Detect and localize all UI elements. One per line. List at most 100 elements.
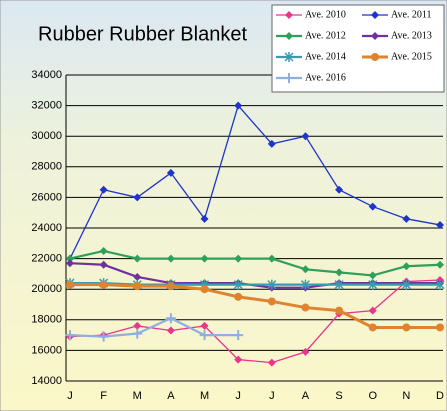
marker — [267, 279, 277, 290]
series-line — [69, 279, 441, 364]
x-tick-label: J — [235, 390, 241, 402]
legend-label: Ave. 2010 — [305, 9, 346, 20]
marker — [371, 11, 379, 19]
marker — [99, 185, 108, 194]
marker — [133, 282, 142, 291]
marker — [267, 297, 276, 306]
marker — [99, 260, 108, 269]
marker — [301, 265, 310, 274]
y-tick-label: 30000 — [31, 130, 62, 142]
y-tick-label: 16000 — [31, 344, 62, 356]
marker — [65, 330, 75, 341]
marker — [436, 260, 444, 269]
marker — [371, 32, 379, 40]
marker — [368, 323, 377, 332]
marker — [371, 53, 379, 61]
marker — [166, 168, 175, 177]
legend-label: Ave. 2014 — [305, 51, 346, 62]
y-tick-label: 26000 — [31, 191, 62, 203]
marker — [200, 321, 209, 330]
x-tick-label: A — [302, 390, 310, 402]
marker — [234, 355, 243, 364]
series-line — [69, 317, 239, 338]
marker — [233, 279, 243, 290]
y-tick-label: 18000 — [31, 314, 62, 326]
legend-label: Ave. 2011 — [391, 9, 432, 20]
marker — [66, 280, 74, 289]
marker — [335, 185, 344, 194]
x-tick-label: J — [67, 390, 73, 402]
marker — [166, 326, 175, 335]
marker — [66, 254, 74, 263]
marker — [234, 292, 243, 301]
y-tick-label: 22000 — [31, 253, 62, 265]
y-tick-label: 24000 — [31, 222, 62, 234]
marker — [200, 254, 209, 263]
series-line — [70, 281, 440, 286]
marker — [166, 282, 175, 291]
marker — [301, 132, 310, 141]
marker — [284, 52, 294, 62]
marker — [165, 313, 176, 324]
y-tick-label: 14000 — [31, 375, 62, 387]
series-line — [69, 249, 441, 277]
y-tick-label: 28000 — [31, 161, 62, 173]
marker — [301, 303, 310, 312]
marker — [133, 193, 142, 202]
marker — [200, 285, 209, 294]
marker — [335, 306, 344, 315]
marker — [300, 279, 310, 290]
marker — [133, 321, 142, 330]
marker — [200, 214, 209, 223]
marker — [301, 347, 310, 356]
marker — [401, 279, 411, 290]
marker — [99, 246, 108, 255]
marker — [98, 331, 109, 342]
marker — [435, 279, 445, 290]
marker — [267, 358, 276, 367]
x-tick-label: D — [436, 390, 444, 402]
legend-label: Ave. 2013 — [391, 30, 432, 41]
marker — [285, 11, 293, 19]
x-tick-label: N — [402, 390, 410, 402]
marker — [436, 323, 444, 332]
y-tick-label: 34000 — [31, 69, 62, 81]
series-line — [69, 104, 441, 259]
marker — [402, 262, 411, 271]
marker — [166, 254, 175, 263]
marker — [199, 330, 210, 341]
marker — [284, 73, 294, 83]
legend-label: Ave. 2015 — [391, 51, 432, 62]
x-tick-label: M — [133, 390, 142, 402]
x-tick-label: S — [335, 390, 342, 402]
marker — [234, 101, 243, 110]
marker — [402, 214, 411, 223]
marker — [267, 139, 276, 148]
marker — [133, 254, 142, 263]
marker — [285, 32, 293, 40]
y-tick-label: 20000 — [31, 283, 62, 295]
marker — [267, 254, 276, 263]
marker — [334, 279, 344, 290]
marker — [66, 259, 74, 268]
marker — [368, 279, 378, 290]
marker — [368, 202, 377, 211]
x-tick-label: O — [368, 390, 377, 402]
marker — [132, 328, 143, 339]
marker — [436, 220, 444, 229]
legend-label: Ave. 2012 — [305, 30, 346, 41]
y-tick-label: 32000 — [31, 100, 62, 112]
marker — [99, 280, 108, 289]
marker — [368, 306, 377, 315]
series-line — [70, 283, 440, 329]
x-tick-label: J — [269, 390, 275, 402]
x-tick-label: M — [200, 390, 209, 402]
x-tick-label: A — [167, 390, 175, 402]
marker — [233, 330, 244, 341]
marker — [335, 268, 344, 277]
marker — [402, 323, 411, 332]
x-tick-label: F — [100, 390, 107, 402]
marker — [234, 254, 243, 263]
